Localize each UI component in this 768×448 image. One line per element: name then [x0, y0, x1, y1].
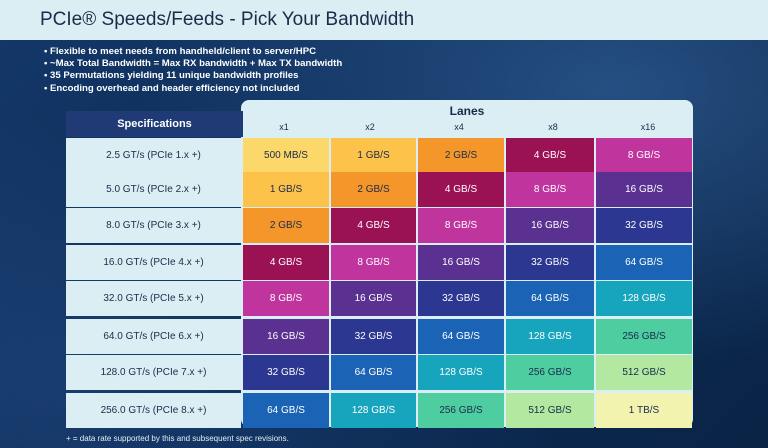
lane-label-x4: x4 [454, 122, 464, 132]
lanes-title: Lanes [449, 104, 485, 118]
bandwidth-cell: 256 GB/S [596, 319, 692, 354]
bandwidth-cell: 128 GB/S [331, 393, 416, 428]
page-title: PCIe® Speeds/Feeds - Pick Your Bandwidth [40, 9, 415, 30]
spec-cell: 32.0 GT/s (PCIe 5.x +) [66, 281, 241, 316]
bandwidth-cell: 256 GB/S [418, 393, 504, 428]
bandwidth-cell: 8 GB/S [243, 281, 329, 316]
specifications-header: Specifications [66, 111, 243, 137]
bandwidth-cell: 256 GB/S [506, 355, 594, 390]
bandwidth-cell: 16 GB/S [506, 208, 594, 243]
bandwidth-cell: 1 GB/S [243, 172, 329, 207]
spec-cell: 2.5 GT/s (PCIe 1.x +) [66, 138, 241, 173]
bandwidth-cell: 1 GB/S [331, 138, 416, 173]
bandwidth-cell: 8 GB/S [331, 245, 416, 280]
spec-cell: 5.0 GT/s (PCIe 2.x +) [66, 172, 241, 207]
lane-label-x2: x2 [365, 122, 375, 132]
bandwidth-cell: 8 GB/S [506, 172, 594, 207]
bandwidth-cell: 32 GB/S [596, 208, 692, 243]
bandwidth-cell: 128 GB/S [418, 355, 504, 390]
bandwidth-cell: 4 GB/S [243, 245, 329, 280]
bullet-item: 35 Permutations yielding 11 unique bandw… [44, 70, 342, 82]
bandwidth-cell: 512 GB/S [596, 355, 692, 390]
bandwidth-cell: 4 GB/S [418, 172, 504, 207]
bandwidth-cell: 512 GB/S [506, 393, 594, 428]
lane-label-x1: x1 [279, 122, 289, 132]
spec-cell: 16.0 GT/s (PCIe 4.x +) [66, 245, 241, 280]
bullet-list: Flexible to meet needs from handheld/cli… [44, 46, 342, 95]
bandwidth-cell: 2 GB/S [331, 172, 416, 207]
bandwidth-cell: 32 GB/S [418, 281, 504, 316]
bandwidth-cell: 64 GB/S [506, 281, 594, 316]
bandwidth-cell: 4 GB/S [506, 138, 594, 173]
bullet-item: ~Max Total Bandwidth = Max RX bandwidth … [44, 58, 342, 70]
bandwidth-cell: 64 GB/S [418, 319, 504, 354]
lane-label-x8: x8 [548, 122, 558, 132]
bandwidth-cell: 16 GB/S [331, 281, 416, 316]
spec-cell: 64.0 GT/s (PCIe 6.x +) [66, 319, 241, 354]
bandwidth-cell: 16 GB/S [243, 319, 329, 354]
bandwidth-cell: 2 GB/S [243, 208, 329, 243]
bandwidth-cell: 32 GB/S [506, 245, 594, 280]
spec-cell: 128.0 GT/s (PCIe 7.x +) [66, 355, 241, 390]
bandwidth-cell: 128 GB/S [596, 281, 692, 316]
bandwidth-cell: 64 GB/S [596, 245, 692, 280]
bandwidth-cell: 32 GB/S [331, 319, 416, 354]
bandwidth-cell: 1 TB/S [596, 393, 692, 428]
bandwidth-cell: 8 GB/S [596, 138, 692, 173]
bandwidth-cell: 128 GB/S [506, 319, 594, 354]
bandwidth-cell: 2 GB/S [418, 138, 504, 173]
bandwidth-cell: 32 GB/S [243, 355, 329, 390]
spec-cell: 256.0 GT/s (PCIe 8.x +) [66, 393, 241, 428]
bullet-item: Encoding overhead and header efficiency … [44, 83, 342, 95]
bandwidth-cell: 8 GB/S [418, 208, 504, 243]
bandwidth-cell: 16 GB/S [418, 245, 504, 280]
bandwidth-cell: 64 GB/S [243, 393, 329, 428]
title-bar: PCIe® Speeds/Feeds - Pick Your Bandwidth [0, 0, 768, 40]
bandwidth-cell: 16 GB/S [596, 172, 692, 207]
bandwidth-cell: 4 GB/S [331, 208, 416, 243]
bandwidth-cell: 64 GB/S [331, 355, 416, 390]
lane-label-x16: x16 [640, 122, 656, 132]
spec-cell: 8.0 GT/s (PCIe 3.x +) [66, 208, 241, 243]
bandwidth-cell: 500 MB/S [243, 138, 329, 173]
footnote: + = data rate supported by this and subs… [66, 434, 289, 443]
bullet-item: Flexible to meet needs from handheld/cli… [44, 46, 342, 58]
